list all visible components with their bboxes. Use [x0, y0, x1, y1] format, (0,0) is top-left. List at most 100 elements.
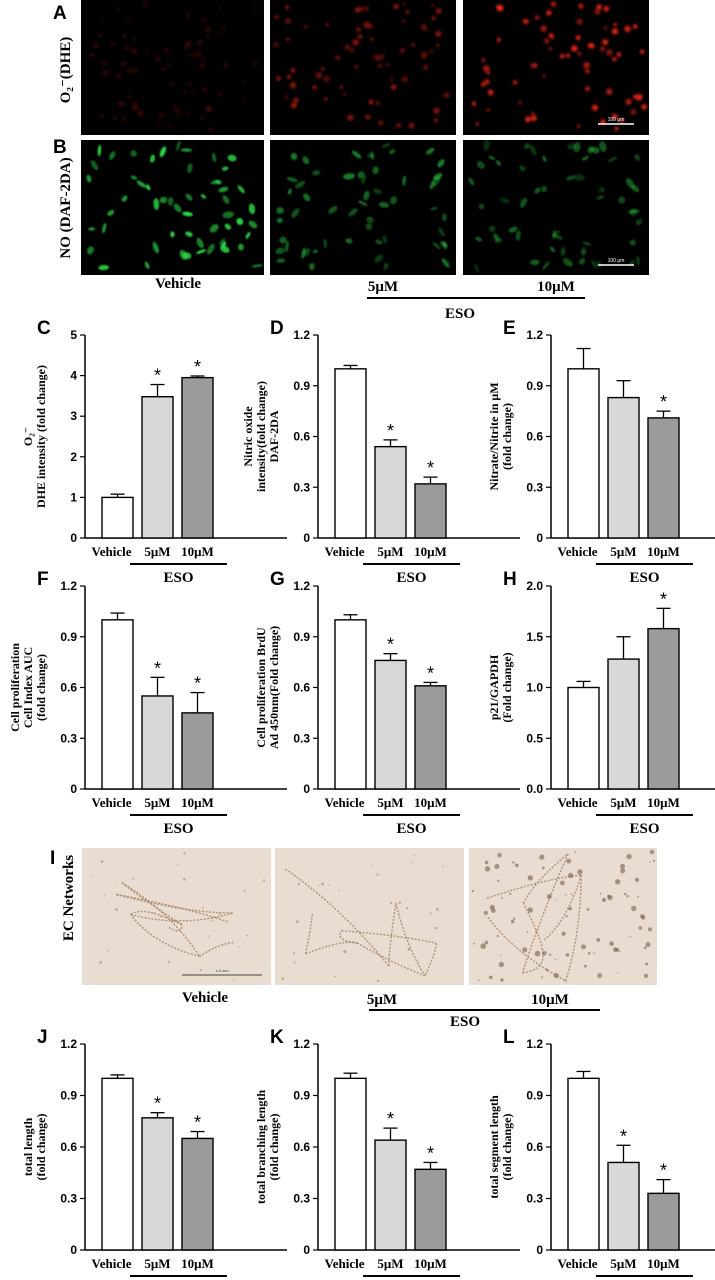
dhe-nucleus — [401, 19, 406, 23]
dhe-nucleus — [221, 25, 227, 31]
bar-10um — [647, 1192, 680, 1251]
dhe-nucleus — [522, 18, 529, 25]
network-cell-dot — [565, 953, 570, 957]
scale-bar-i-label: 1.0 mm — [215, 968, 229, 973]
dhe-nucleus — [592, 45, 596, 49]
network-cell-dot — [436, 908, 439, 911]
dhe-nucleus — [350, 48, 355, 53]
daf-cell — [220, 245, 230, 253]
network-cell-dot — [488, 975, 493, 980]
network-cell-dot — [643, 946, 647, 950]
network-cell-dot — [484, 940, 489, 945]
dhe-nucleus — [126, 68, 133, 74]
dhe-nucleus — [93, 42, 99, 49]
category-label: Vehicle — [92, 795, 132, 810]
network-cell-dot — [601, 897, 607, 903]
network-cell-dot — [645, 942, 651, 948]
daf-cell — [476, 160, 485, 169]
daf-cell — [149, 154, 156, 163]
daf-cell — [286, 177, 298, 183]
network-cell-dot — [634, 877, 640, 883]
panel-letter-J: J — [37, 1027, 48, 1048]
daf-cell — [357, 171, 365, 179]
daf-cell — [372, 166, 379, 175]
network-cell-dot — [471, 890, 474, 893]
daf-cell — [366, 154, 374, 158]
dhe-nucleus — [172, 105, 179, 112]
network-cell-dot — [153, 911, 155, 914]
daf-cell — [433, 172, 443, 181]
daf-cell — [153, 198, 160, 210]
dhe-nucleus — [352, 39, 359, 46]
dhe-nucleus — [363, 21, 371, 29]
y-tick-label: 1.2 — [526, 328, 543, 342]
daf-cell — [549, 246, 556, 253]
daf-cell — [634, 153, 640, 162]
row-label-dhe: O₂⁻(DHE) — [58, 37, 74, 104]
dhe-nucleus — [376, 101, 380, 105]
dhe-nucleus — [600, 119, 606, 125]
daf-cell — [438, 227, 445, 237]
micrograph-dhe-10um — [463, 0, 649, 135]
col-label-i-vehicle: Vehicle — [182, 990, 228, 1006]
panel-letter-L: L — [503, 1027, 515, 1048]
network-cell-dot — [548, 953, 552, 957]
network-cell-dot — [390, 902, 393, 904]
dhe-nucleus — [130, 47, 138, 55]
y-tick-label: 0.9 — [293, 1089, 310, 1103]
network-cell-dot — [232, 979, 235, 982]
daf-cell — [90, 160, 99, 171]
y-tick-label: 1.5 — [526, 630, 543, 644]
daf-cell — [442, 213, 447, 222]
dhe-nucleus — [396, 122, 402, 128]
col-label-5um: 5μM — [368, 279, 398, 295]
daf-cell — [245, 231, 251, 239]
daf-cell — [542, 155, 547, 163]
dhe-nucleus — [276, 76, 282, 82]
dhe-nucleus — [420, 52, 428, 59]
category-label: 5μM — [144, 795, 170, 810]
daf-cell — [152, 241, 159, 254]
daf-cell — [248, 220, 258, 229]
daf-cell — [276, 258, 286, 264]
dhe-nucleus — [577, 51, 582, 56]
network-strand — [564, 875, 582, 981]
network-strand — [130, 912, 234, 922]
y-tick-label: 1.2 — [526, 1037, 543, 1051]
dhe-nucleus — [368, 24, 373, 29]
bar-vehicle — [101, 496, 134, 539]
network-cell-dot — [509, 892, 512, 895]
daf-cell — [515, 230, 521, 242]
network-cell-dot — [321, 882, 325, 886]
category-label: 5μM — [377, 544, 403, 559]
dhe-nucleus — [118, 100, 125, 108]
category-label: 5μM — [610, 544, 636, 559]
dhe-nucleus — [199, 115, 205, 120]
network-cell-dot — [613, 947, 618, 953]
network-strand — [305, 941, 358, 955]
daf-cell — [560, 246, 566, 257]
network-cell-dot — [607, 894, 611, 899]
dhe-nucleus — [354, 65, 359, 69]
dhe-nucleus — [596, 4, 602, 10]
significance-star: * — [387, 1109, 394, 1129]
network-cell-dot — [262, 879, 266, 882]
dhe-nucleus — [168, 123, 173, 128]
daf-cell — [279, 236, 287, 244]
bar-10um — [414, 483, 447, 539]
micrograph-daf-vehicle — [81, 140, 264, 275]
bar-5um — [141, 695, 174, 790]
group-label-i: ESO — [450, 1014, 480, 1030]
y-tick-label: 0.3 — [526, 1192, 543, 1206]
y-tick-label: 3 — [70, 409, 77, 423]
y-axis-label: (fold change) — [500, 403, 514, 470]
dhe-nucleus — [207, 126, 214, 133]
dhe-nucleus — [408, 122, 415, 129]
daf-cell — [291, 208, 300, 218]
category-label: Vehicle — [325, 795, 365, 810]
daf-cell — [173, 203, 182, 213]
network-cell-dot — [534, 950, 541, 957]
y-tick-label: 0 — [70, 1243, 77, 1257]
daf-cell — [237, 185, 245, 194]
daf-cell — [475, 236, 483, 242]
